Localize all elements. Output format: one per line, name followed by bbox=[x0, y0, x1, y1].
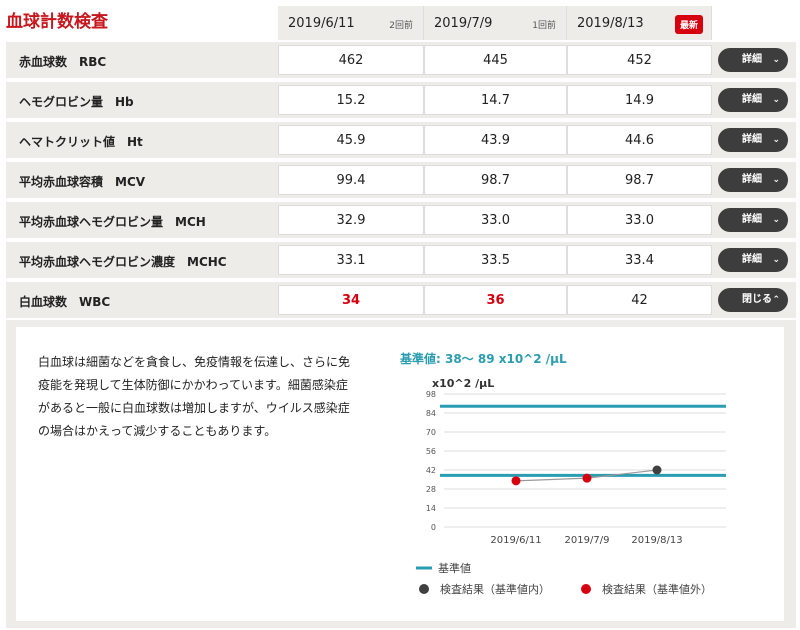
detail-button[interactable]: 詳細 ⌄ bbox=[718, 48, 788, 72]
result-cell: 45.9 bbox=[278, 125, 424, 155]
data-point bbox=[652, 465, 662, 475]
y-tick-label: 0 bbox=[431, 523, 436, 532]
data-point bbox=[511, 476, 521, 486]
reference-range-text: 基準値: 38〜 89 x10^2 /μL bbox=[399, 351, 567, 366]
test-name: 平均赤血球ヘモグロビン濃度 MCHC bbox=[19, 255, 227, 269]
y-tick-label: 84 bbox=[426, 409, 436, 418]
detail-button[interactable]: 詳細 ⌄ bbox=[718, 168, 788, 192]
y-tick-label: 98 bbox=[426, 390, 436, 399]
chevron-up-icon: ⌃ bbox=[772, 295, 780, 305]
latest-badge: 最新 bbox=[674, 15, 703, 34]
table-row: 赤血球数 RBC 462 445 452 詳細 ⌄ bbox=[6, 42, 796, 78]
y-tick-label: 42 bbox=[426, 466, 436, 475]
detail-button[interactable]: 詳細 ⌄ bbox=[718, 128, 788, 152]
result-cell: 36 bbox=[424, 285, 567, 315]
x-tick-label: 2019/8/13 bbox=[631, 535, 682, 546]
button-label: 詳細 bbox=[742, 94, 762, 105]
result-cell: 14.9 bbox=[567, 85, 712, 115]
chevron-down-icon: ⌄ bbox=[772, 175, 780, 185]
wbc-chart: 基準値: 38〜 89 x10^2 /μL x10^2 /μL 0 14 28 42 5… bbox=[399, 351, 726, 596]
table-row: 白血球数 WBC 34 36 42 閉じる ⌃ bbox=[6, 282, 796, 318]
result-cell: 43.9 bbox=[424, 125, 567, 155]
legend-reference: 基準値 bbox=[438, 561, 471, 575]
result-cell: 34 bbox=[278, 285, 424, 315]
result-cell: 33.4 bbox=[567, 245, 712, 275]
legend-out-range-swatch bbox=[581, 584, 591, 594]
legend-out-range: 検査結果（基準値外） bbox=[602, 582, 712, 596]
button-label: 閉じる bbox=[742, 294, 772, 305]
chevron-down-icon: ⌄ bbox=[772, 215, 780, 225]
date-header: 2019/7/9 1回前 bbox=[424, 6, 567, 40]
result-cell: 33.5 bbox=[424, 245, 567, 275]
visit-tag: 1回前 bbox=[532, 21, 556, 31]
button-label: 詳細 bbox=[742, 254, 762, 265]
result-cell: 462 bbox=[278, 45, 424, 75]
result-cell: 99.4 bbox=[278, 165, 424, 195]
visit-tag: 2回前 bbox=[389, 21, 413, 31]
description: 白血球は細菌などを貪食し、免疫情報を伝達し、さらに免疫能を発現して生体防御にかか… bbox=[38, 355, 351, 438]
page-title: 血球計数検査 bbox=[6, 12, 108, 32]
test-name: 平均赤血球容積 MCV bbox=[19, 175, 146, 189]
result-cell: 33.1 bbox=[278, 245, 424, 275]
test-name: 白血球数 WBC bbox=[19, 295, 111, 309]
result-cell: 452 bbox=[567, 45, 712, 75]
test-name: ヘモグロビン量 Hb bbox=[19, 95, 134, 109]
data-point bbox=[582, 473, 592, 483]
button-label: 詳細 bbox=[742, 134, 762, 145]
date-header: 2019/8/13 最新 bbox=[567, 6, 712, 40]
result-cell: 14.7 bbox=[424, 85, 567, 115]
table-row: 平均赤血球ヘモグロビン量 MCH 32.9 33.0 33.0 詳細 ⌄ bbox=[6, 202, 796, 238]
chevron-down-icon: ⌄ bbox=[772, 95, 780, 105]
result-cell: 44.6 bbox=[567, 125, 712, 155]
x-tick-label: 2019/6/11 bbox=[490, 535, 541, 546]
result-cell: 42 bbox=[567, 285, 712, 315]
legend-in-range-swatch bbox=[419, 584, 429, 594]
test-name: 赤血球数 RBC bbox=[19, 55, 107, 69]
date-label: 2019/6/11 bbox=[288, 16, 355, 31]
result-cell: 32.9 bbox=[278, 205, 424, 235]
y-tick-label: 28 bbox=[426, 485, 436, 494]
legend-in-range: 検査結果（基準値内） bbox=[440, 582, 550, 596]
table-row: 平均赤血球ヘモグロビン濃度 MCHC 33.1 33.5 33.4 詳細 ⌄ bbox=[6, 242, 796, 278]
table-row: 平均赤血球容積 MCV 99.4 98.7 98.7 詳細 ⌄ bbox=[6, 162, 796, 198]
date-header: 2019/6/11 2回前 bbox=[278, 6, 424, 40]
chevron-down-icon: ⌄ bbox=[772, 255, 780, 265]
result-cell: 98.7 bbox=[424, 165, 567, 195]
button-label: 詳細 bbox=[742, 174, 762, 185]
result-cell: 33.0 bbox=[424, 205, 567, 235]
y-axis-label: x10^2 /μL bbox=[432, 377, 494, 390]
table-row: ヘモグロビン量 Hb 15.2 14.7 14.9 詳細 ⌄ bbox=[6, 82, 796, 118]
result-cell: 98.7 bbox=[567, 165, 712, 195]
y-tick-label: 14 bbox=[426, 504, 436, 513]
result-cell: 445 bbox=[424, 45, 567, 75]
result-cell: 33.0 bbox=[567, 205, 712, 235]
close-button[interactable]: 閉じる ⌃ bbox=[718, 288, 788, 312]
test-name: 平均赤血球ヘモグロビン量 MCH bbox=[19, 215, 206, 229]
y-tick-label: 56 bbox=[426, 447, 436, 456]
test-name: ヘマトクリット値 Ht bbox=[19, 135, 143, 149]
detail-button[interactable]: 詳細 ⌄ bbox=[718, 88, 788, 112]
date-label: 2019/7/9 bbox=[434, 16, 493, 31]
chevron-down-icon: ⌄ bbox=[772, 55, 780, 65]
detail-button[interactable]: 詳細 ⌄ bbox=[718, 208, 788, 232]
chevron-down-icon: ⌄ bbox=[772, 135, 780, 145]
button-label: 詳細 bbox=[742, 54, 762, 65]
result-cell: 15.2 bbox=[278, 85, 424, 115]
detail-panel: 白血球は細菌などを貪食し、免疫情報を伝達し、さらに免疫能を発現して生体防御にかか… bbox=[6, 320, 796, 628]
x-tick-label: 2019/7/9 bbox=[565, 535, 610, 546]
date-label: 2019/8/13 bbox=[577, 16, 644, 31]
y-tick-label: 70 bbox=[426, 428, 436, 437]
table-row: ヘマトクリット値 Ht 45.9 43.9 44.6 詳細 ⌄ bbox=[6, 122, 796, 158]
detail-button[interactable]: 詳細 ⌄ bbox=[718, 248, 788, 272]
button-label: 詳細 bbox=[742, 214, 762, 225]
